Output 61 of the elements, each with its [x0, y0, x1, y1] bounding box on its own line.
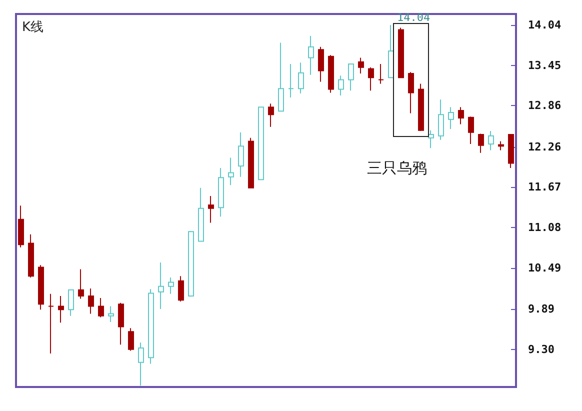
- y-tick-label: 13.45: [528, 58, 562, 72]
- candlestick: [408, 72, 414, 114]
- candlestick: [358, 57, 364, 74]
- candlestick: [308, 35, 314, 76]
- candlestick: [88, 288, 94, 314]
- candlestick: [148, 288, 154, 364]
- candlestick: [488, 130, 494, 151]
- y-tick-label: 9.89: [528, 302, 554, 316]
- annotation: K线: [22, 19, 44, 36]
- candlestick: [258, 106, 264, 180]
- candlestick: [328, 54, 334, 94]
- candlestick: [498, 140, 504, 151]
- y-tick-label: 12.86: [528, 99, 562, 112]
- candlestick: [238, 132, 244, 178]
- candlestick: [68, 289, 74, 316]
- candlestick: [118, 302, 124, 346]
- candlestick: [108, 306, 114, 322]
- annotation: 三只乌鸦: [367, 159, 427, 178]
- candlestick: [378, 63, 384, 84]
- candlestick: [418, 83, 424, 132]
- candlestick: [388, 24, 394, 78]
- candlestick: [158, 262, 164, 310]
- candlestick: [188, 230, 194, 298]
- candlestick: [438, 99, 444, 140]
- candlestick: [348, 63, 354, 92]
- candlestick: [168, 276, 174, 294]
- candlestick: [298, 62, 304, 94]
- y-tick-label: 14.04: [528, 18, 562, 32]
- candlestick: [268, 103, 274, 128]
- y-tick-label: 12.26: [528, 140, 562, 154]
- candlestick: [338, 75, 344, 96]
- y-tick-label: 11.67: [528, 180, 562, 194]
- candlestick: [18, 205, 24, 248]
- candlestick: [428, 130, 434, 149]
- candlestick: [278, 42, 284, 112]
- candlestick: [448, 106, 454, 130]
- y-tick-label: 9.30: [528, 342, 554, 356]
- candlestick: [138, 342, 144, 386]
- candlestick: [48, 293, 54, 354]
- candlestick: [38, 264, 44, 310]
- candlestick: [178, 276, 184, 302]
- candlestick: [458, 106, 464, 125]
- y-tick-label: 10.49: [528, 261, 562, 274]
- candlestick: [288, 63, 294, 98]
- candlestick: [208, 196, 214, 224]
- candlestick: [248, 137, 254, 188]
- candlestick: [28, 234, 34, 278]
- candlestick: [468, 116, 474, 145]
- candlestick: [128, 328, 134, 352]
- candlestick: [318, 46, 324, 82]
- candlestick: [78, 268, 84, 300]
- candlestick: [198, 187, 204, 242]
- candlestick: [228, 157, 234, 186]
- candlestick: [398, 27, 404, 78]
- y-tick-label: 11.08: [528, 221, 562, 234]
- candlestick: [98, 298, 104, 318]
- candlestick: [478, 133, 484, 154]
- annotation: 14.04: [397, 10, 430, 24]
- candlestick: [368, 66, 374, 92]
- candlestick: [58, 295, 64, 324]
- candlestick: [218, 167, 224, 218]
